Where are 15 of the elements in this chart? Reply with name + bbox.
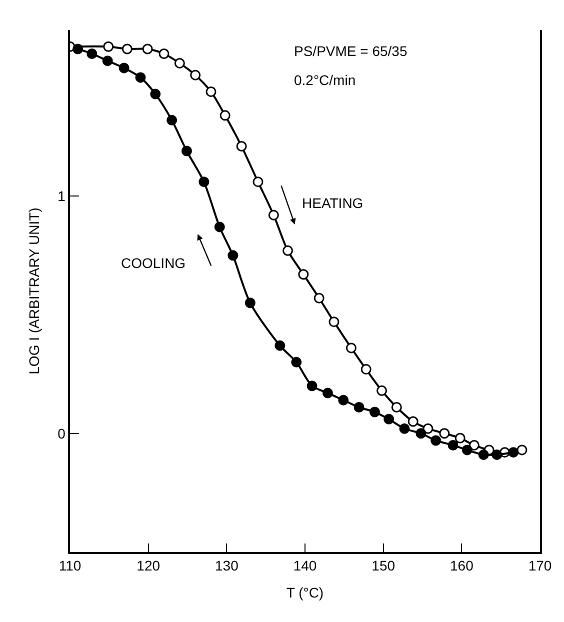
annotation: HEATING bbox=[302, 195, 364, 211]
x-tick-label: 160 bbox=[450, 558, 474, 574]
x-tick-label: 150 bbox=[372, 558, 396, 574]
x-tick-label: 130 bbox=[214, 558, 239, 574]
annotation: COOLING bbox=[121, 255, 186, 271]
x-tick-label: 120 bbox=[136, 558, 160, 574]
x-tick-label: 110 bbox=[58, 558, 82, 574]
annotation: 0.2°C/min bbox=[294, 72, 356, 88]
y-axis-title: LOG I (ARBITRARY UNIT) bbox=[26, 208, 42, 374]
x-axis-title: T (°C) bbox=[286, 584, 324, 600]
y-tick-label: 0 bbox=[58, 425, 66, 442]
x-tick-label: 140 bbox=[293, 558, 317, 574]
annotation: PS/PVME = 65/35 bbox=[294, 43, 408, 59]
x-tick-label: 170 bbox=[528, 558, 552, 574]
y-tick-label: 1 bbox=[58, 188, 66, 204]
